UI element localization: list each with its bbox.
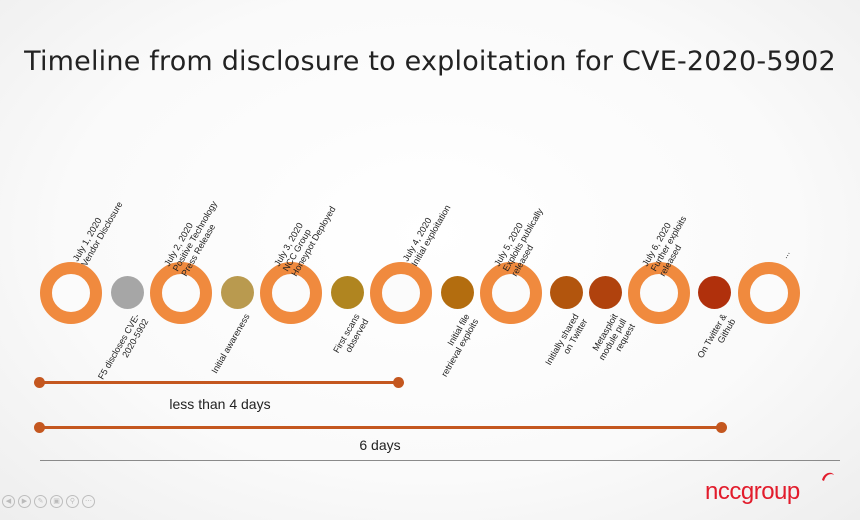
event-dot bbox=[111, 276, 144, 309]
pen-icon[interactable]: ✎ bbox=[34, 495, 47, 508]
slide-title: Timeline from disclosure to exploitation… bbox=[24, 46, 836, 77]
arrow-left-icon[interactable]: ◀ bbox=[2, 495, 15, 508]
slideshow-toolbar: ◀ ▶ ✎ ▣ ⚲ ⋯ bbox=[2, 495, 95, 508]
span-label-short: less than 4 days bbox=[169, 396, 271, 412]
milestone-label: July 2, 2020 Positive Technology Press Rel… bbox=[162, 199, 220, 278]
brand-swoosh-icon bbox=[822, 472, 834, 481]
event-dot bbox=[550, 276, 583, 309]
footer-divider bbox=[40, 460, 840, 461]
span-bar-long bbox=[38, 426, 722, 429]
event-dot bbox=[221, 276, 254, 309]
span-bar-short-start bbox=[34, 377, 45, 388]
milestone-label: July 1, 2020 Vendor Disclosure bbox=[70, 199, 125, 268]
milestone-label: ... bbox=[779, 248, 792, 260]
milestone-ring bbox=[738, 262, 800, 324]
milestone-label: July 3, 2020 NCC Group Honeypot Deployed bbox=[272, 204, 338, 278]
span-bar-long-end bbox=[716, 422, 727, 433]
milestone-label: July 6, 2020 Further exploits released bbox=[640, 214, 689, 278]
milestone-ring bbox=[370, 262, 432, 324]
event-dot bbox=[698, 276, 731, 309]
event-dot bbox=[331, 276, 364, 309]
event-dot bbox=[441, 276, 474, 309]
arrow-right-icon[interactable]: ▶ bbox=[18, 495, 31, 508]
zoom-icon[interactable]: ⚲ bbox=[66, 495, 79, 508]
more-icon[interactable]: ⋯ bbox=[82, 495, 95, 508]
span-bar-short-end bbox=[393, 377, 404, 388]
brand-logo: nccgroup bbox=[705, 478, 800, 505]
span-bar-long-start bbox=[34, 422, 45, 433]
view-icon[interactable]: ▣ bbox=[50, 495, 63, 508]
span-label-long: 6 days bbox=[359, 437, 401, 453]
milestone-label: July 5, 2020 Exploits publically released bbox=[492, 206, 545, 278]
event-dot bbox=[589, 276, 622, 309]
milestone-ring bbox=[40, 262, 102, 324]
milestone-label: July 4, 2020 Initial exploitation bbox=[400, 203, 453, 268]
span-bar-short bbox=[38, 381, 398, 384]
